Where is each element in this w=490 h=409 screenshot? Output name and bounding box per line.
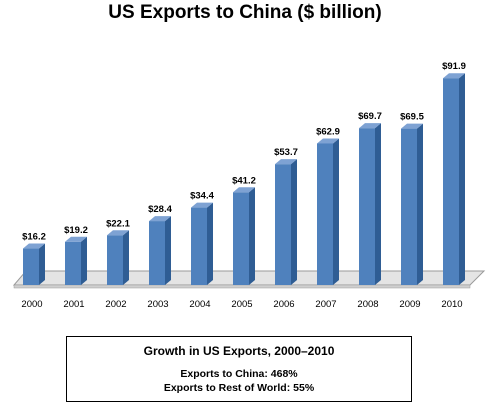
bar-value-label: $69.7 [358,111,382,122]
bar-2009 [401,123,423,285]
bar-2003 [149,216,171,285]
bar-value-label: $91.9 [442,61,466,72]
bar-top [275,159,297,165]
bar-side [333,138,339,285]
x-tick-label: 2009 [399,299,420,310]
bar-value-label: $19.2 [64,225,88,236]
bar-side [39,243,45,285]
bar-2002 [107,230,129,285]
bar-value-label: $53.7 [274,147,298,158]
bar-value-label: $16.2 [22,232,46,243]
bar-top [317,138,339,144]
bar-2006 [275,159,297,285]
chart-floor-edge [13,284,471,289]
bar-side [249,187,255,285]
bar-2010 [443,73,465,285]
bar-value-label: $22.1 [106,218,130,229]
growth-summary-title: Growth in US Exports, 2000–2010 [143,344,335,358]
x-tick-label: 2001 [63,299,84,310]
bar-side [417,123,423,285]
bar-top [401,123,423,129]
x-tick-label: 2004 [189,299,210,310]
bar-side [291,159,297,285]
x-tick-label: 2010 [441,299,462,310]
bar-2000 [23,243,45,285]
bar-2005 [233,187,255,285]
bar-top [233,187,255,193]
bar-value-label: $41.2 [232,175,256,186]
x-tick-label: 2007 [315,299,336,310]
x-tick-label: 2005 [231,299,252,310]
bar-top [23,243,45,249]
bar-front [107,235,123,285]
bar-front [275,164,291,285]
bar-2007 [317,138,339,285]
growth-china-line: Exports to China: 468% [180,368,298,380]
bar-side [123,230,129,285]
bar-front [65,241,81,285]
chart-title: US Exports to China ($ billion) [108,2,382,23]
x-tick-label: 2003 [147,299,168,310]
bar-side [459,73,465,285]
bar-front [443,78,459,285]
bar-side [165,216,171,285]
bar-2001 [65,236,87,285]
bar-chart: $16.2 $19.2 $22.1 $28.4 $34.4 $41.2 $53.7 $62.9… [12,61,486,310]
x-tick-label: 2000 [21,299,42,310]
bar-top [191,202,213,208]
bar-2004 [191,202,213,285]
bar-front [359,128,375,285]
bar-value-label: $62.9 [316,126,340,137]
x-tick-label: 2006 [273,299,294,310]
bar-side [207,202,213,285]
bar-top [359,123,381,129]
x-tick-label: 2002 [105,299,126,310]
bar-top [443,73,465,79]
bar-front [233,192,249,285]
bar-front [149,221,165,285]
bar-side [375,123,381,285]
bar-side [81,236,87,285]
bar-value-label: $28.4 [148,204,172,215]
bar-front [23,248,39,285]
bar-value-label: $69.5 [400,112,424,123]
x-tick-label: 2008 [357,299,378,310]
bar-top [107,230,129,236]
bar-top [65,236,87,242]
bar-front [401,128,417,285]
bar-top [149,216,171,222]
bar-front [317,143,333,285]
growth-summary-box: Growth in US Exports, 2000–2010 Exports … [66,336,412,402]
bar-value-label: $34.4 [190,191,214,202]
bar-front [191,207,207,285]
growth-rest-of-world-line: Exports to Rest of World: 55% [163,382,315,394]
bar-2008 [359,123,381,285]
